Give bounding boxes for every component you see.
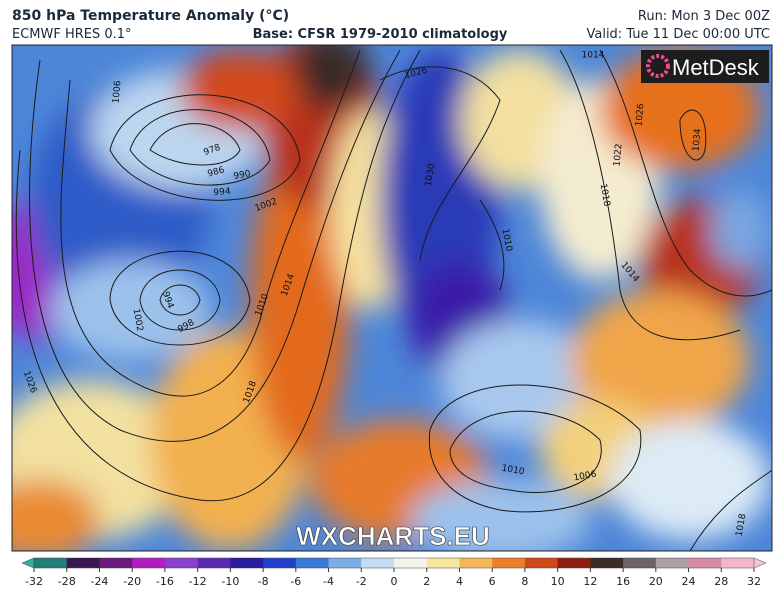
colorbar-segment [459, 558, 493, 568]
colorbar-tick-label: 12 [583, 575, 597, 588]
colorbar-tick-label: -4 [323, 575, 334, 588]
colorbar-segment [524, 558, 559, 568]
colorbar: -32 -28 -24 -20 -16 -12 -10 -8 -6 -4 -2 0 2 4 6 8 10 12 16… [21, 557, 767, 588]
isobar-label: 994 [213, 187, 231, 198]
colorbar-tick-label: 24 [682, 575, 696, 588]
isobar-label: 1026 [635, 103, 647, 127]
colorbar-tick-label: -28 [58, 575, 76, 588]
colorbar-tick-label: -16 [156, 575, 174, 588]
colorbar-tick-label: -2 [356, 575, 367, 588]
colorbar-tick-label: -20 [123, 575, 141, 588]
isobar-label: 1014 [582, 51, 605, 61]
isobar-label: 1010 [500, 228, 514, 253]
colorbar-segment [721, 558, 755, 568]
colorbar-tick-label: 16 [616, 575, 630, 588]
isobar-label: 1018 [598, 183, 612, 208]
colorbar-segment [263, 558, 297, 568]
colorbar-segment [197, 558, 231, 568]
climatology-base: Base: CFSR 1979-2010 climatology [253, 27, 508, 42]
colorbar-segment [557, 558, 591, 568]
isobar-label: 986 [207, 165, 226, 179]
watermark: WXCHARTS.EU [296, 521, 490, 551]
colorbar-over [753, 557, 767, 569]
model-name: ECMWF HRES 0.1° [12, 27, 132, 42]
isobar-label: 1002 [131, 308, 145, 332]
colorbar-tick-label: 10 [551, 575, 565, 588]
colorbar-tick-label: -8 [258, 575, 269, 588]
colorbar-segment [34, 558, 68, 568]
colorbar-tick-label: 8 [521, 575, 528, 588]
colorbar-tick-label: 6 [489, 575, 496, 588]
colorbar-segment [492, 558, 526, 568]
colorbar-segment [132, 558, 166, 568]
logo-text: MetDesk [672, 55, 760, 80]
map-title: 850 hPa Temperature Anomaly (°C) [12, 8, 289, 24]
map-frame [11, 44, 773, 552]
isobar-label: 990 [233, 169, 252, 182]
isobar-label: 1006 [112, 80, 124, 104]
colorbar-tick-label: 20 [649, 575, 663, 588]
colorbar-segment [394, 558, 428, 568]
colorbar-segment [688, 558, 722, 568]
colorbar-tick-label: -12 [189, 575, 207, 588]
colorbar-tick-label: 4 [456, 575, 463, 588]
colorbar-tick-label: 28 [714, 575, 728, 588]
valid-time: Valid: Tue 11 Dec 00:00 UTC [586, 27, 770, 42]
isobar-label: 1010 [501, 464, 526, 478]
anomaly-field [12, 45, 770, 551]
colorbar-tick-label: 32 [747, 575, 761, 588]
colorbar-segment [99, 558, 133, 568]
colorbar-tick-label: -32 [25, 575, 43, 588]
colorbar-segment [66, 558, 100, 568]
colorbar-segment [295, 558, 330, 568]
colorbar-tick-label: -10 [221, 575, 239, 588]
isobars [15, 49, 772, 551]
colorbar-segment [655, 558, 690, 568]
isobar-label: 1034 [692, 128, 704, 152]
colorbar-segment [230, 558, 264, 568]
run-time: Run: Mon 3 Dec 00Z [638, 9, 770, 24]
colorbar-segment [328, 558, 362, 568]
isobar-label: 1006 [573, 470, 598, 484]
isobar-label: 1018 [735, 513, 749, 538]
colorbar-segment [361, 558, 395, 568]
colorbar-segment [623, 558, 657, 568]
colorbar-tick-label: 2 [423, 575, 430, 588]
colorbar-segment [164, 558, 199, 568]
colorbar-tick-label: -24 [90, 575, 108, 588]
colorbar-tick-label: -6 [290, 575, 301, 588]
colorbar-tick-label: 0 [391, 575, 398, 588]
colorbar-under [21, 557, 35, 569]
logo-icon [646, 54, 670, 78]
isobar-label: 1022 [613, 143, 625, 167]
colorbar-segment [426, 558, 460, 568]
colorbar-segment [590, 558, 624, 568]
isobar-label: 1030 [424, 163, 438, 188]
